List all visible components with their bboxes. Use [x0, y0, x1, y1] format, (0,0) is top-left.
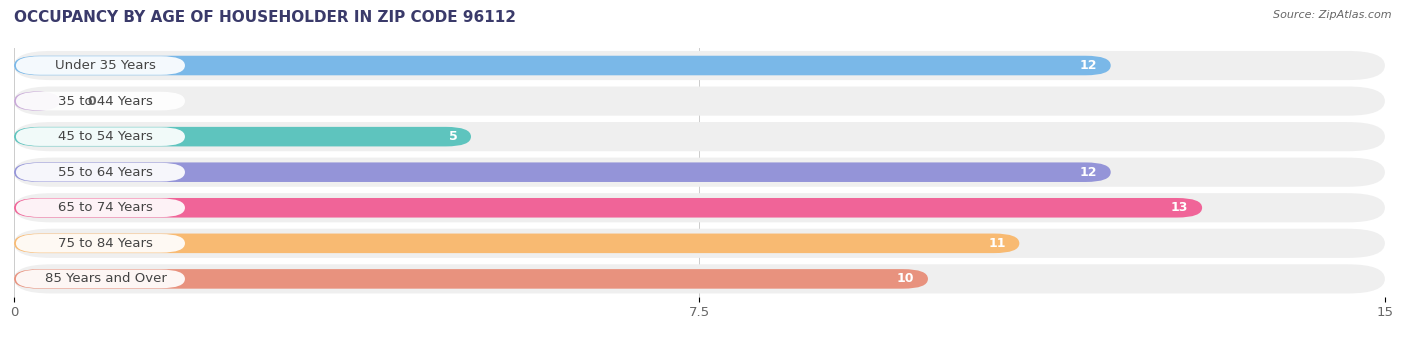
FancyBboxPatch shape: [14, 91, 60, 111]
FancyBboxPatch shape: [14, 198, 1202, 218]
Text: 13: 13: [1171, 201, 1188, 214]
Text: Source: ZipAtlas.com: Source: ZipAtlas.com: [1274, 10, 1392, 20]
Text: 0: 0: [87, 94, 96, 107]
FancyBboxPatch shape: [14, 264, 1385, 294]
Text: OCCUPANCY BY AGE OF HOUSEHOLDER IN ZIP CODE 96112: OCCUPANCY BY AGE OF HOUSEHOLDER IN ZIP C…: [14, 10, 516, 25]
FancyBboxPatch shape: [14, 234, 1019, 253]
FancyBboxPatch shape: [14, 87, 1385, 116]
FancyBboxPatch shape: [15, 234, 186, 253]
Text: Under 35 Years: Under 35 Years: [55, 59, 156, 72]
FancyBboxPatch shape: [14, 229, 1385, 258]
FancyBboxPatch shape: [15, 270, 186, 288]
Text: 5: 5: [449, 130, 457, 143]
Text: 11: 11: [988, 237, 1005, 250]
FancyBboxPatch shape: [15, 163, 186, 181]
Text: 65 to 74 Years: 65 to 74 Years: [59, 201, 153, 214]
FancyBboxPatch shape: [14, 162, 1111, 182]
FancyBboxPatch shape: [14, 158, 1385, 187]
FancyBboxPatch shape: [15, 92, 186, 110]
Text: 10: 10: [897, 272, 914, 285]
Text: 12: 12: [1080, 59, 1097, 72]
FancyBboxPatch shape: [14, 269, 928, 289]
FancyBboxPatch shape: [14, 127, 471, 146]
Text: 12: 12: [1080, 166, 1097, 179]
Text: 55 to 64 Years: 55 to 64 Years: [59, 166, 153, 179]
Text: 85 Years and Over: 85 Years and Over: [45, 272, 167, 285]
FancyBboxPatch shape: [15, 127, 186, 146]
FancyBboxPatch shape: [15, 198, 186, 217]
FancyBboxPatch shape: [14, 193, 1385, 222]
Text: 75 to 84 Years: 75 to 84 Years: [59, 237, 153, 250]
FancyBboxPatch shape: [15, 56, 186, 75]
FancyBboxPatch shape: [14, 56, 1111, 75]
FancyBboxPatch shape: [14, 51, 1385, 80]
FancyBboxPatch shape: [14, 122, 1385, 151]
Text: 45 to 54 Years: 45 to 54 Years: [59, 130, 153, 143]
Text: 35 to 44 Years: 35 to 44 Years: [59, 94, 153, 107]
